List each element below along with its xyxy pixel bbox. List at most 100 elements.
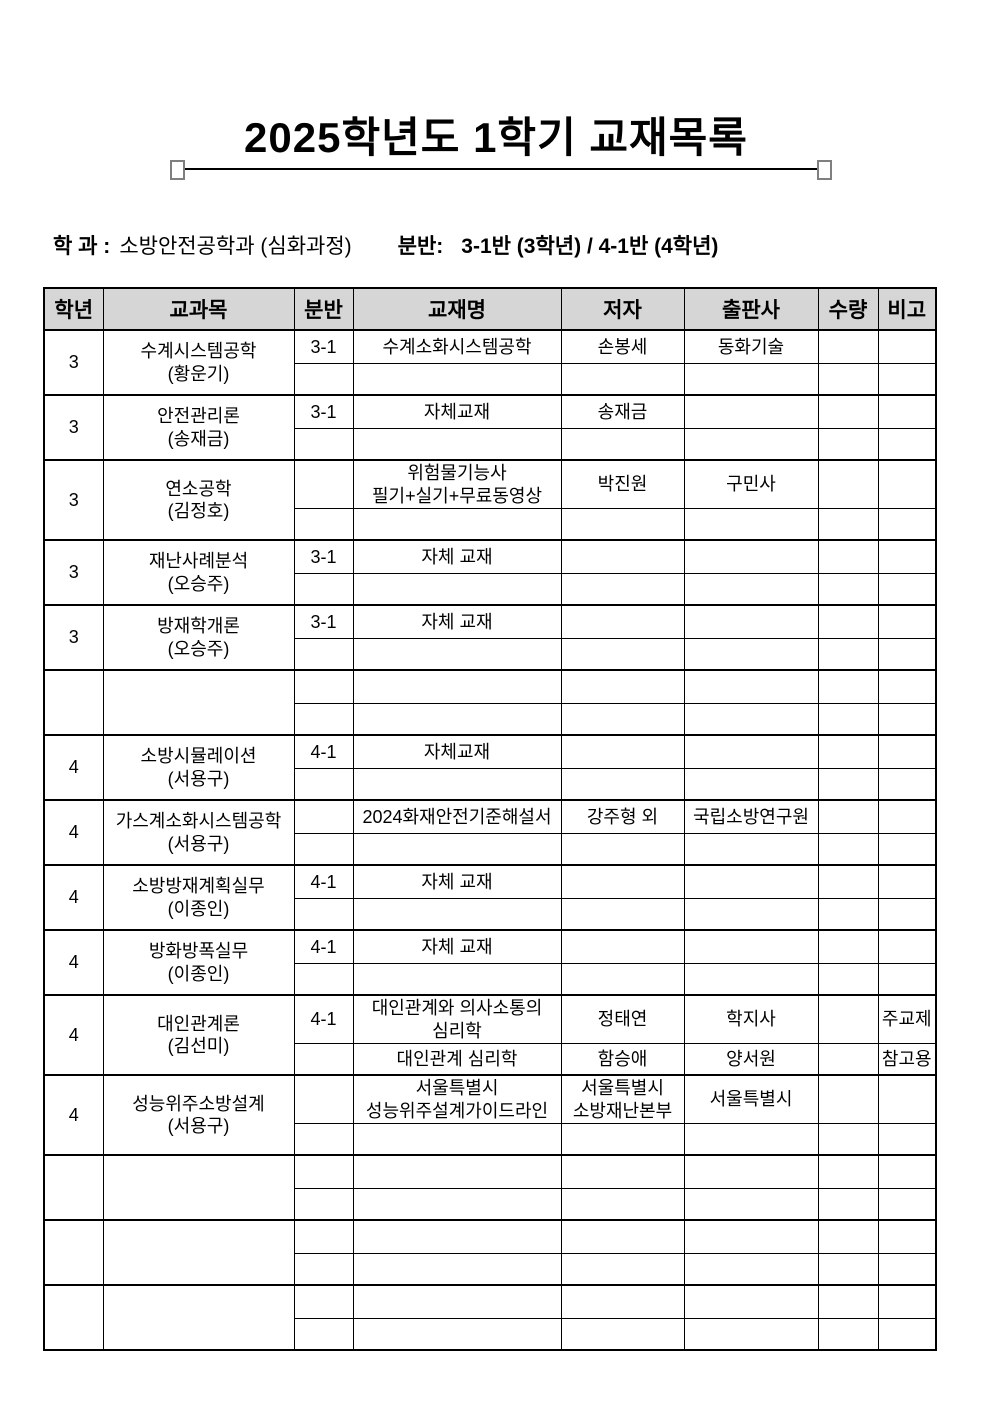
grade-cell: 4 <box>43 994 104 1076</box>
table-row <box>43 669 937 736</box>
publisher-cell: 양서원 <box>683 1043 819 1076</box>
textbook-title-cell: 자체 교재 <box>352 539 562 574</box>
subject-cell: 대인관계론 (김선미) <box>102 994 295 1076</box>
class-cell <box>293 833 354 866</box>
author-cell: 강주형 외 <box>560 799 685 834</box>
textbook-title-cell <box>352 638 562 671</box>
author-cell <box>560 1219 685 1254</box>
author-cell <box>560 669 685 704</box>
class-cell: 4-1 <box>293 864 354 899</box>
table-row: 4 대인관계론 (김선미) 4-1 대인관계와 의사소통의 심리학 정태연 학지사 주교제 <box>43 994 937 1076</box>
publisher-cell <box>683 703 819 736</box>
note-cell <box>877 363 937 396</box>
header-row: 학년 교과목 분반 교재명 저자 출판사 수량 비고 <box>43 287 937 331</box>
quantity-cell <box>817 833 879 866</box>
textbook-title-cell <box>352 898 562 931</box>
note-cell <box>877 768 937 801</box>
note-cell <box>877 459 937 509</box>
author-cell <box>560 638 685 671</box>
author-cell <box>560 1253 685 1286</box>
class-cell: 4-1 <box>293 734 354 769</box>
subject-block: 3 수계시스템공학 (황운기) 3-1 수계소화시스템공학 손봉세 동화기술 <box>43 329 937 396</box>
class-cell: 3-1 <box>293 539 354 574</box>
class-cell <box>293 573 354 606</box>
quantity-cell <box>817 1284 879 1319</box>
textbook-title-cell <box>352 963 562 996</box>
class-cell: 4-1 <box>293 929 354 964</box>
table-row: 4 성능위주소방설계 (서용구) 서울특별시 성능위주설계가이드라인 서울특별시 소방… <box>43 1074 937 1156</box>
table-row <box>43 1219 937 1286</box>
subject-cell: 안전관리론 (송재금) <box>102 394 295 461</box>
quantity-cell <box>817 394 879 429</box>
publisher-cell <box>683 833 819 866</box>
publisher-cell: 서울특별시 <box>683 1074 819 1124</box>
publisher-cell <box>683 428 819 461</box>
quantity-cell <box>817 898 879 931</box>
author-cell <box>560 898 685 931</box>
publisher-cell <box>683 1318 819 1351</box>
textbook-title-cell <box>352 1154 562 1189</box>
table-row: 4 방화방폭실무 (이종인) 4-1 자체 교재 <box>43 929 937 996</box>
quantity-cell <box>817 638 879 671</box>
quantity-cell <box>817 669 879 704</box>
publisher-cell <box>683 1188 819 1221</box>
subject-cell: 소방시뮬레이션 (서용구) <box>102 734 295 801</box>
publisher-cell <box>683 1123 819 1156</box>
title-underline-rule <box>170 160 832 180</box>
textbook-title-cell: 자체교재 <box>352 734 562 769</box>
author-cell <box>560 1318 685 1351</box>
table-row <box>44 703 937 736</box>
subject-block: 4 방화방폭실무 (이종인) 4-1 자체 교재 <box>43 929 937 996</box>
quantity-cell <box>817 1318 879 1351</box>
publisher-cell <box>683 539 819 574</box>
table-row <box>43 1154 937 1221</box>
publisher-cell: 동화기술 <box>683 329 819 364</box>
textbook-title-cell: 대인관계 심리학 <box>352 1043 562 1076</box>
header-textbook: 교재명 <box>352 287 562 331</box>
publisher-cell <box>683 963 819 996</box>
author-cell <box>560 963 685 996</box>
ban-value: 3-1반 (3학년) / 4-1반 (4학년) <box>461 235 719 258</box>
class-cell <box>293 1123 354 1156</box>
note-cell: 주교제 <box>877 994 937 1044</box>
header-note: 비고 <box>877 287 937 331</box>
subject-block <box>43 669 937 736</box>
textbook-title-cell <box>352 573 562 606</box>
table-row: 4 가스계소화시스템공학 (서용구) 2024화재안전기준해설서 강주형 외 국립소방연… <box>43 799 937 866</box>
note-cell <box>877 573 937 606</box>
table-row <box>44 768 937 801</box>
header-author: 저자 <box>560 287 685 331</box>
author-cell <box>560 833 685 866</box>
publisher-cell: 구민사 <box>683 459 819 509</box>
quantity-cell <box>817 864 879 899</box>
class-cell <box>293 898 354 931</box>
textbook-title-cell <box>352 703 562 736</box>
quantity-cell <box>817 1074 879 1124</box>
publisher-cell <box>683 1219 819 1254</box>
dept-label: 학 과 : <box>53 235 111 258</box>
ban-label: 분반: <box>397 235 444 258</box>
quantity-cell <box>817 508 879 541</box>
textbook-title-cell <box>352 1253 562 1286</box>
quantity-cell <box>817 1219 879 1254</box>
header-grade: 학년 <box>43 287 104 331</box>
class-cell <box>293 703 354 736</box>
quantity-cell <box>817 963 879 996</box>
publisher-cell <box>683 898 819 931</box>
quantity-cell <box>817 459 879 509</box>
meta-line: 학 과 : 소방안전공학과 (심화과정) 분반: 3-1반 (3학년) / 4-1반 … <box>53 230 718 260</box>
quantity-cell <box>817 994 879 1044</box>
class-cell <box>293 1284 354 1319</box>
author-cell: 송재금 <box>560 394 685 429</box>
author-cell <box>560 604 685 639</box>
quantity-cell <box>817 1188 879 1221</box>
table-row: 4 소방방재계획실무 (이종인) 4-1 자체 교재 <box>43 864 937 931</box>
subject-block: 3 연소공학 (김정호) 위험물기능사 필기+실기+무료동영상 박진원 구민사 <box>43 459 937 541</box>
author-cell <box>560 428 685 461</box>
table-row: 3 방재학개론 (오승주) 3-1 자체 교재 <box>43 604 937 671</box>
author-cell: 손봉세 <box>560 329 685 364</box>
class-cell <box>293 638 354 671</box>
note-cell <box>877 1219 937 1254</box>
subject-block: 3 안전관리론 (송재금) 3-1 자체교재 송재금 <box>43 394 937 461</box>
publisher-cell <box>683 363 819 396</box>
